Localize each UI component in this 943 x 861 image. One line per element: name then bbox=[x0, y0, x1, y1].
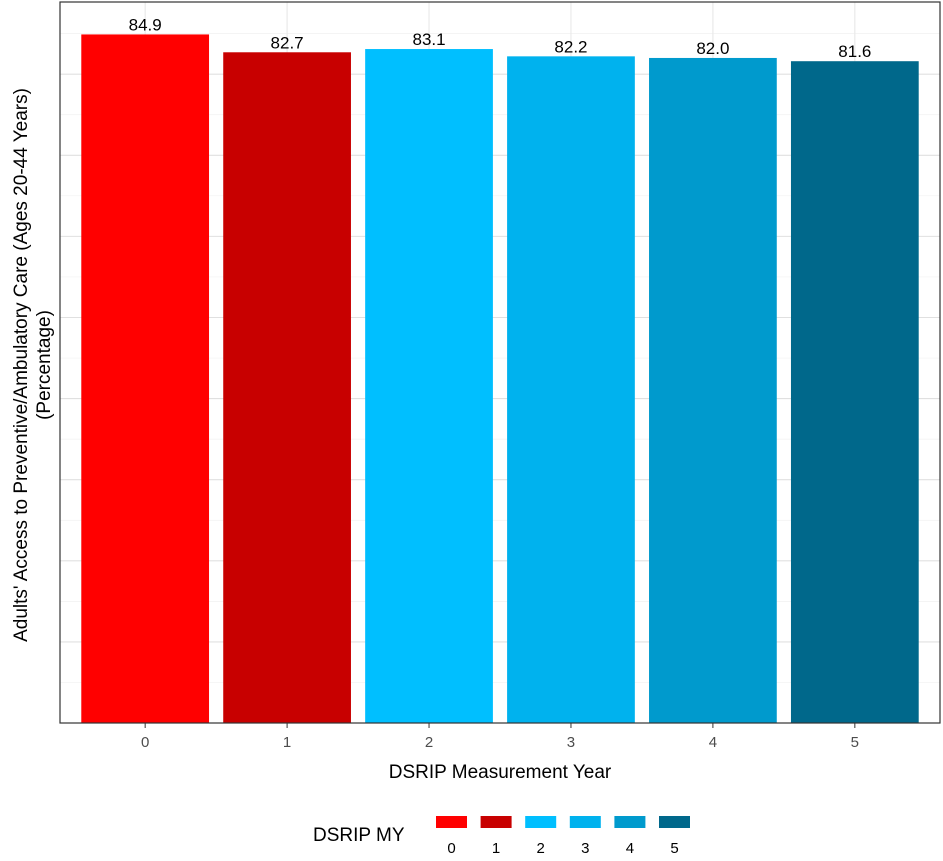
bar-my-4 bbox=[649, 57, 777, 723]
x-tick-label-1: 1 bbox=[283, 734, 291, 751]
plot-panel-border bbox=[59, 1, 941, 724]
x-tick-label-3: 3 bbox=[567, 734, 575, 751]
legend-key-my-2 bbox=[525, 816, 557, 828]
value-label-my-5: 81.6 bbox=[838, 42, 871, 61]
y-axis-title-line-2: (Percentage) bbox=[34, 310, 55, 420]
bar-my-0 bbox=[81, 34, 210, 724]
bar-my-1 bbox=[223, 52, 351, 724]
bar-my-3 bbox=[507, 56, 635, 724]
legend-label-my-4: 4 bbox=[626, 840, 634, 857]
legend-key-my-3 bbox=[569, 816, 601, 828]
legend-label-my-3: 3 bbox=[581, 840, 589, 857]
legend-key-my-5 bbox=[659, 816, 690, 828]
y-axis-title: Adults' Access to Preventive/Ambulatory … bbox=[11, 88, 55, 642]
legend-label-my-2: 2 bbox=[537, 840, 545, 857]
x-tick-label-0: 0 bbox=[141, 734, 149, 751]
value-labels: 84.9 82.7 83.1 82.2 82.0 81.6 bbox=[129, 15, 872, 61]
legend-label-my-0: 0 bbox=[447, 840, 455, 857]
legend-label-my-1: 1 bbox=[492, 840, 500, 857]
legend-key-my-0 bbox=[436, 816, 467, 828]
value-label-my-0: 84.9 bbox=[129, 15, 162, 34]
x-tick-label-4: 4 bbox=[709, 734, 717, 751]
value-label-my-3: 82.2 bbox=[554, 37, 587, 56]
legend-label-my-5: 5 bbox=[670, 840, 678, 857]
bar-my-2 bbox=[365, 49, 493, 724]
x-axis-ticks: 0 1 2 3 4 5 bbox=[141, 723, 859, 751]
legend: 0 1 2 3 4 5 bbox=[436, 816, 690, 857]
bars bbox=[81, 34, 919, 724]
legend-title: DSRIP MY bbox=[313, 825, 405, 846]
value-label-my-1: 82.7 bbox=[271, 33, 304, 52]
value-label-my-2: 83.1 bbox=[412, 30, 445, 49]
x-tick-label-2: 2 bbox=[425, 734, 433, 751]
x-tick-label-5: 5 bbox=[851, 734, 859, 751]
legend-key-my-4 bbox=[614, 816, 646, 828]
y-axis-title-line-1: Adults' Access to Preventive/Ambulatory … bbox=[11, 88, 32, 642]
legend-key-my-1 bbox=[480, 816, 512, 828]
bar-my-5 bbox=[790, 61, 919, 724]
x-axis-title: DSRIP Measurement Year bbox=[389, 762, 612, 783]
value-label-my-4: 82.0 bbox=[696, 39, 729, 58]
